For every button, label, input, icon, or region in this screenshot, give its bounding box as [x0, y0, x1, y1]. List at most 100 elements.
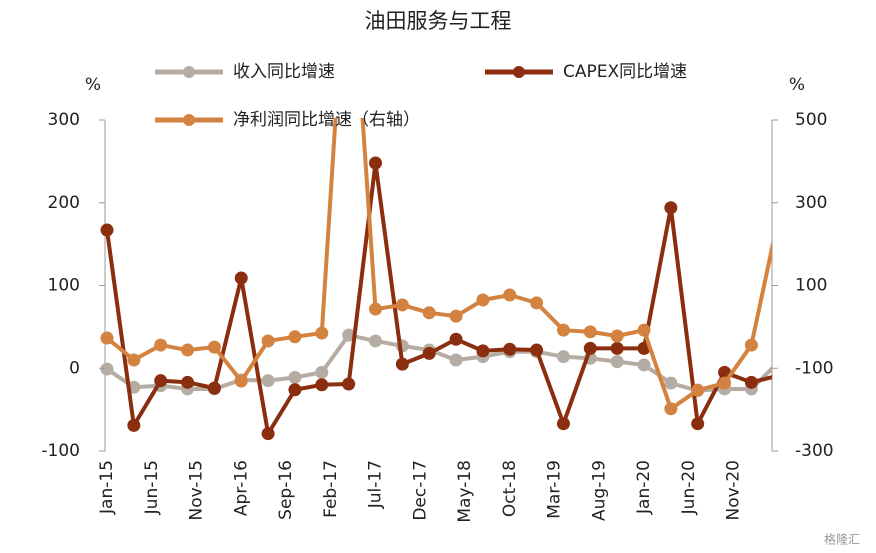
point [610, 355, 624, 369]
x-tick-label: Jan-15 [97, 460, 117, 515]
point [369, 156, 382, 170]
point [449, 332, 463, 346]
point [771, 217, 772, 221]
x-tick-label: Feb-17 [321, 460, 341, 518]
point [503, 288, 517, 302]
point [181, 343, 195, 357]
point [315, 326, 329, 340]
point [476, 344, 490, 358]
point [342, 377, 356, 391]
x-tick-label: Mar-19 [545, 460, 565, 519]
legend-label: CAPEX同比增速 [563, 62, 687, 82]
point [422, 346, 436, 360]
point [583, 325, 597, 339]
y2-tick-label: 500 [795, 110, 827, 130]
x-tick-label: Jul-17 [366, 460, 386, 509]
point [744, 375, 758, 389]
x-tick-label: May-18 [455, 460, 475, 523]
point [261, 374, 275, 388]
point [181, 375, 195, 389]
point [315, 378, 329, 392]
y2-tick-label: -300 [795, 441, 834, 461]
y-tick-label: 100 [48, 276, 80, 296]
x-tick-label: Jun-15 [142, 460, 162, 515]
chart-title: 油田服务与工程 [365, 9, 512, 33]
point [476, 293, 490, 307]
series-line [105, 161, 772, 436]
legend-marker [183, 114, 195, 126]
point [610, 341, 624, 355]
point [530, 343, 544, 357]
point [503, 342, 517, 356]
point [664, 402, 678, 416]
x-tick-label: Nov-20 [724, 460, 744, 521]
x-tick-label: Aug-19 [589, 460, 609, 521]
point [771, 373, 772, 378]
legend-marker [513, 66, 525, 78]
point [395, 357, 409, 371]
point [637, 358, 651, 372]
point [342, 328, 356, 342]
x-tick-label: Jan-20 [634, 460, 654, 515]
y-tick-label: 200 [48, 193, 80, 213]
point [664, 376, 678, 390]
legend-marker [183, 66, 195, 78]
point [691, 417, 705, 431]
point [100, 331, 114, 345]
series-line [105, 333, 772, 393]
x-tick-label: Oct-18 [500, 460, 520, 517]
series-line [105, 118, 772, 411]
y2-tick-label: 300 [795, 193, 827, 213]
point [369, 334, 382, 348]
point [664, 201, 678, 215]
point [207, 340, 221, 354]
point [449, 353, 463, 367]
point [234, 374, 248, 388]
point [691, 383, 705, 397]
point [127, 353, 141, 367]
x-tick-label: Jun-20 [679, 460, 699, 515]
point [288, 383, 302, 397]
y2-tick-label: -100 [795, 358, 834, 378]
point [556, 417, 570, 431]
point [530, 296, 544, 310]
point [154, 338, 168, 352]
point [556, 350, 570, 364]
point [207, 381, 221, 395]
legend-label: 净利润同比增速（右轴） [233, 110, 420, 130]
y-tick-label: 300 [48, 110, 80, 130]
point [127, 418, 141, 432]
y-tick-label: 0 [69, 358, 80, 378]
point [261, 334, 275, 348]
point [288, 370, 302, 384]
x-tick-label: Dec-17 [410, 460, 430, 521]
point [449, 309, 463, 323]
point [744, 338, 758, 352]
plot [100, 118, 772, 441]
point [234, 271, 248, 285]
point [261, 427, 275, 441]
legend-label: 收入同比增速 [233, 62, 335, 82]
point [100, 362, 114, 376]
y2-unit: % [789, 75, 805, 95]
point [288, 330, 302, 344]
y-unit: % [85, 75, 101, 95]
point [718, 376, 732, 390]
x-tick-label: Nov-15 [187, 460, 207, 521]
x-tick-label: Apr-16 [231, 460, 251, 516]
point [395, 298, 409, 312]
point [315, 365, 329, 379]
point [771, 360, 772, 365]
y2-tick-label: 100 [795, 276, 827, 296]
x-tick-label: Sep-16 [276, 460, 296, 520]
point [422, 306, 436, 320]
point [556, 323, 570, 337]
point [637, 323, 651, 337]
point [610, 329, 624, 343]
watermark: 格隆汇 [824, 532, 860, 547]
point [369, 302, 382, 316]
point [100, 223, 114, 237]
y-tick-label: -100 [41, 441, 80, 461]
point [583, 341, 597, 355]
